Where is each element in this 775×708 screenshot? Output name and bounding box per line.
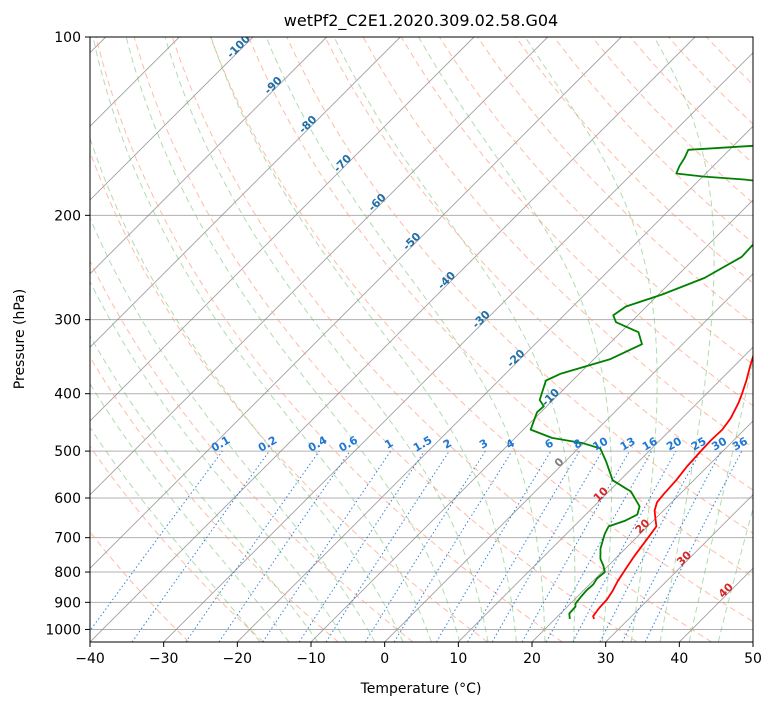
mixing-ratio-line xyxy=(644,450,743,642)
x-tick-label: −30 xyxy=(149,651,179,667)
moist-adiabat-line xyxy=(90,216,376,642)
dry-adiabat-line xyxy=(95,37,563,642)
grid-layer xyxy=(90,37,753,642)
y-tick-label: 200 xyxy=(54,208,81,224)
plot-frame xyxy=(89,36,754,643)
moist-adiabat-line xyxy=(688,358,753,642)
x-tick-label: 10 xyxy=(449,651,467,667)
moist-adiabat-line xyxy=(92,37,432,642)
isotherm-line xyxy=(531,420,753,642)
y-tick-label: 500 xyxy=(54,444,81,460)
isotherm-line xyxy=(457,346,753,642)
x-axis-title: Temperature (°C) xyxy=(360,681,482,697)
x-tick-label: 0 xyxy=(380,651,389,667)
mixing-ratio-line xyxy=(545,450,653,642)
isotherm-line xyxy=(90,37,401,348)
dry-adiabat-line xyxy=(90,445,264,642)
mixing-ratio-line xyxy=(218,450,351,642)
y-tick-label: 700 xyxy=(54,531,81,547)
dry-adiabat-line xyxy=(210,37,753,623)
moist-adiabat-line xyxy=(125,37,461,642)
dry-adiabat-line xyxy=(286,37,753,534)
isotherm-line xyxy=(90,37,328,275)
mixing-ratio-line xyxy=(572,450,677,642)
moist-adiabat-line xyxy=(210,37,517,642)
moist-adiabat-line xyxy=(717,506,753,642)
x-tick-label: 30 xyxy=(597,651,615,667)
moist-adiabat-line xyxy=(90,136,404,642)
mixing-ratio-line xyxy=(325,450,450,642)
moist-adiabat-line xyxy=(333,37,576,642)
moist-adiabat-line xyxy=(653,37,715,642)
y-tick-label: 300 xyxy=(54,313,81,329)
chart-title: wetPf2_C2E1.2020.309.02.58.G04 xyxy=(284,11,558,31)
dry-adiabat-line xyxy=(515,37,753,284)
y-tick-label: 600 xyxy=(54,491,81,507)
moist-adiabat-line xyxy=(90,382,290,642)
moist-adiabat-line xyxy=(90,334,319,642)
isotherm-line xyxy=(90,37,696,642)
mixing-ratio-line xyxy=(298,450,425,642)
y-tick-label: 800 xyxy=(54,565,81,581)
x-tick-label: 40 xyxy=(670,651,688,667)
dry-adiabat-line xyxy=(324,37,753,491)
mixing-ratio-line xyxy=(393,450,513,642)
x-tick-label: 20 xyxy=(523,651,541,667)
isotherm-line xyxy=(90,37,475,422)
dry-adiabat-line xyxy=(90,356,339,642)
mixing-ratio-line xyxy=(90,450,223,632)
isotherm-line xyxy=(236,125,753,642)
isotherm-line xyxy=(90,37,549,496)
dry-adiabat-line xyxy=(90,259,414,642)
y-axis-title: Pressure (hPa) xyxy=(12,289,28,389)
x-tick-label: 50 xyxy=(744,651,762,667)
moist-adiabat-line xyxy=(524,37,658,642)
isotherm-line xyxy=(90,37,254,201)
temperature-profile-line xyxy=(592,353,753,620)
isotherm-line xyxy=(384,273,753,642)
moist-adiabat-line xyxy=(164,37,489,642)
x-tick-label: −10 xyxy=(296,651,326,667)
mixing-ratio-line xyxy=(131,450,270,642)
moist-adiabat-line xyxy=(90,426,261,642)
x-tick-label: −20 xyxy=(223,651,253,667)
mixing-ratio-line xyxy=(521,450,630,642)
series-layer xyxy=(529,144,753,620)
isotherm-line xyxy=(90,37,622,569)
y-tick-label: 100 xyxy=(54,30,81,46)
axis-layer: −40 −30 −20 −10 0 10 20 30 40 50 100 200 300 400 500 60… xyxy=(45,30,762,667)
y-tick-label: 400 xyxy=(54,387,81,403)
x-tick-label: −40 xyxy=(75,651,105,667)
y-tick-label: 900 xyxy=(54,595,81,611)
isotherm-line xyxy=(163,52,753,642)
mixing-ratio-line xyxy=(262,450,392,642)
isotherm-line xyxy=(605,494,753,642)
dewpoint-profile-line xyxy=(529,144,753,619)
moist-adiabat-line xyxy=(90,280,347,642)
moist-adiabat-line xyxy=(265,37,546,642)
mixing-ratio-line xyxy=(185,450,320,642)
y-tick-label: 1000 xyxy=(45,622,81,638)
dry-adiabat-line xyxy=(171,37,712,642)
